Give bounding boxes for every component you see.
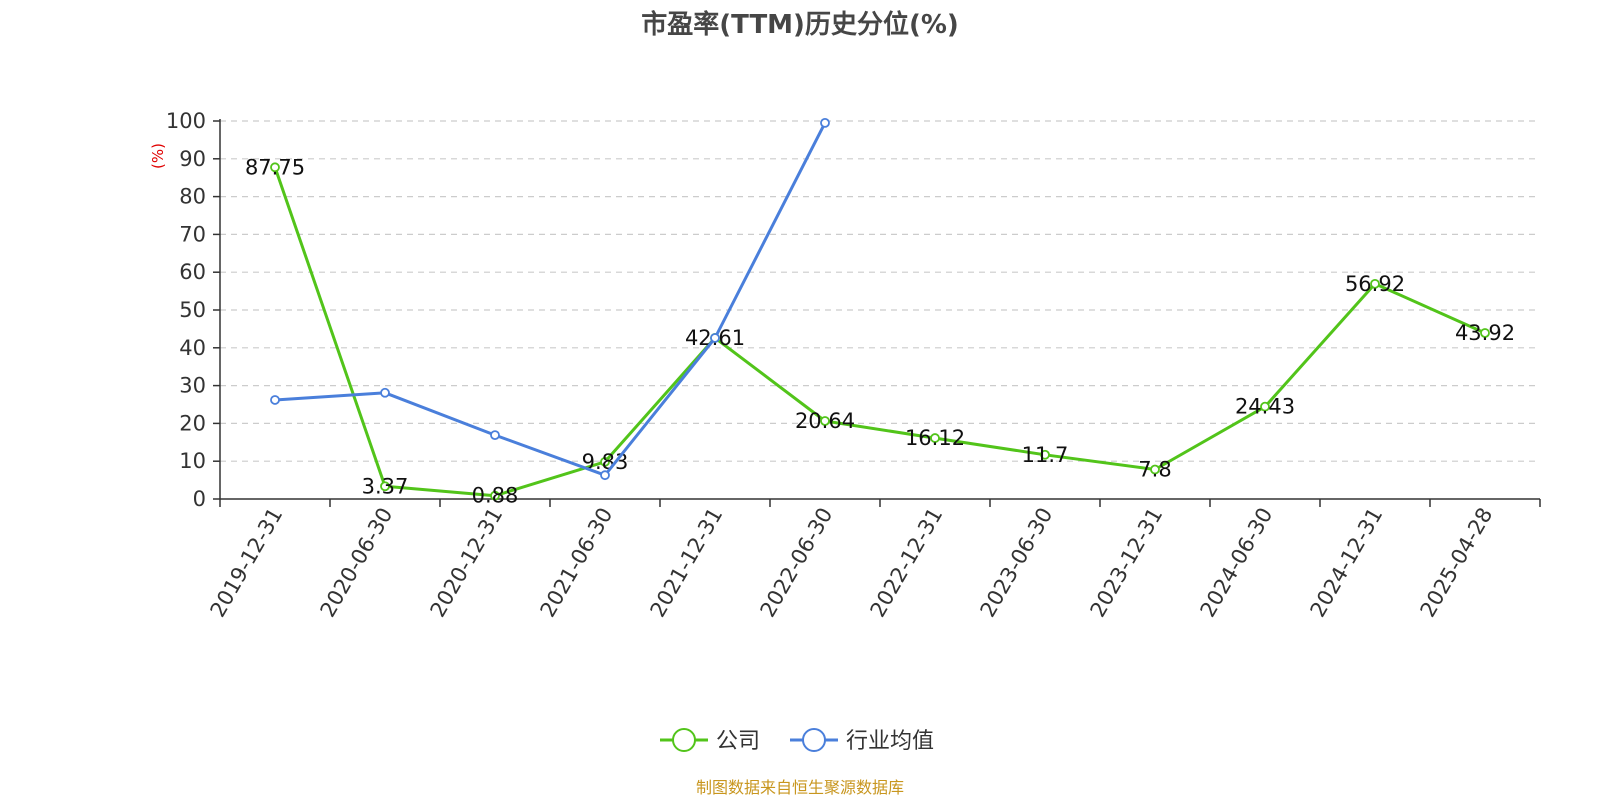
data-point[interactable] xyxy=(380,387,390,398)
grid-lines xyxy=(220,120,1540,462)
axes: 0 10 20 30 40 50 60 70 80 90 100 2019-12-31 2020-06-… xyxy=(166,109,1541,622)
data-point[interactable] xyxy=(930,433,940,443)
x-tick-label: 2025-04-28 xyxy=(1416,504,1498,622)
series-0: 87.753.370.889.8342.6120.6416.1211.77.82… xyxy=(245,155,1515,507)
x-tick-label: 2023-12-31 xyxy=(1086,504,1168,622)
legend[interactable]: 公司 行业均值 xyxy=(660,728,934,754)
data-label: 43.92 xyxy=(1455,321,1515,345)
data-label: 0.88 xyxy=(472,484,519,508)
y-tick-label: 90 xyxy=(179,147,206,171)
data-point[interactable] xyxy=(1480,328,1490,338)
series-1 xyxy=(270,117,830,481)
data-label: 11.7 xyxy=(1022,443,1069,467)
x-tick-label: 2020-12-31 xyxy=(426,504,508,622)
data-point[interactable] xyxy=(490,490,500,501)
data-label: 3.37 xyxy=(362,474,409,498)
legend-marker xyxy=(802,728,826,752)
data-point[interactable] xyxy=(600,470,610,481)
data-label: 7.8 xyxy=(1138,458,1171,482)
data-point[interactable] xyxy=(1040,449,1050,460)
x-tick-label: 2021-06-30 xyxy=(536,504,618,622)
series-line xyxy=(273,166,1486,498)
x-tick-label: 2021-12-31 xyxy=(646,504,728,622)
y-tick-label: 40 xyxy=(179,336,206,360)
legend-marker xyxy=(672,728,696,752)
x-tick-label: 2019-12-31 xyxy=(206,504,288,622)
data-label: 20.64 xyxy=(795,409,855,433)
x-tick-label: 2022-12-31 xyxy=(866,504,948,622)
data-label: 24.43 xyxy=(1235,395,1295,419)
data-point[interactable] xyxy=(1260,401,1270,412)
data-point[interactable] xyxy=(820,117,830,128)
data-point[interactable] xyxy=(600,456,610,467)
data-point[interactable] xyxy=(380,481,390,492)
y-tick-label: 70 xyxy=(179,222,206,246)
legend-item-1[interactable]: 行业均值 xyxy=(790,728,934,754)
legend-item-0[interactable]: 公司 xyxy=(660,728,760,754)
source-note: 制图数据来自恒生聚源数据库 xyxy=(696,778,904,797)
data-label: 16.12 xyxy=(905,426,965,450)
legend-label: 行业均值 xyxy=(846,729,934,754)
chart-title: 市盈率(TTM)历史分位(%) xyxy=(641,9,959,40)
y-tick-label: 10 xyxy=(179,449,206,473)
data-point[interactable] xyxy=(820,416,830,426)
x-tick-label: 2024-06-30 xyxy=(1196,504,1278,622)
x-tick-label: 2024-12-31 xyxy=(1306,504,1388,622)
data-label: 87.75 xyxy=(245,155,305,179)
y-tick-label: 20 xyxy=(179,411,206,435)
y-tick-label: 80 xyxy=(179,185,206,209)
y-axis-unit: (%) xyxy=(149,143,167,169)
legend-label: 公司 xyxy=(716,729,760,754)
y-tick-label: 50 xyxy=(179,298,206,322)
y-tick-label: 100 xyxy=(166,109,206,133)
x-tick-label: 2022-06-30 xyxy=(756,504,838,622)
y-tick-label: 60 xyxy=(179,260,206,284)
data-point[interactable] xyxy=(270,395,280,405)
series-layer: 87.753.370.889.8342.6120.6416.1211.77.82… xyxy=(245,117,1515,508)
series-line xyxy=(274,122,827,477)
data-point[interactable] xyxy=(270,162,280,173)
y-tick-label: 30 xyxy=(179,374,206,398)
data-label: 56.92 xyxy=(1345,272,1405,296)
data-point[interactable] xyxy=(710,333,720,343)
data-point[interactable] xyxy=(1370,278,1380,289)
data-point[interactable] xyxy=(490,430,500,441)
y-tick-label: 0 xyxy=(193,487,206,511)
x-tick-label: 2023-06-30 xyxy=(976,504,1058,622)
data-point[interactable] xyxy=(1150,464,1160,475)
x-tick-label: 2020-06-30 xyxy=(316,504,398,622)
